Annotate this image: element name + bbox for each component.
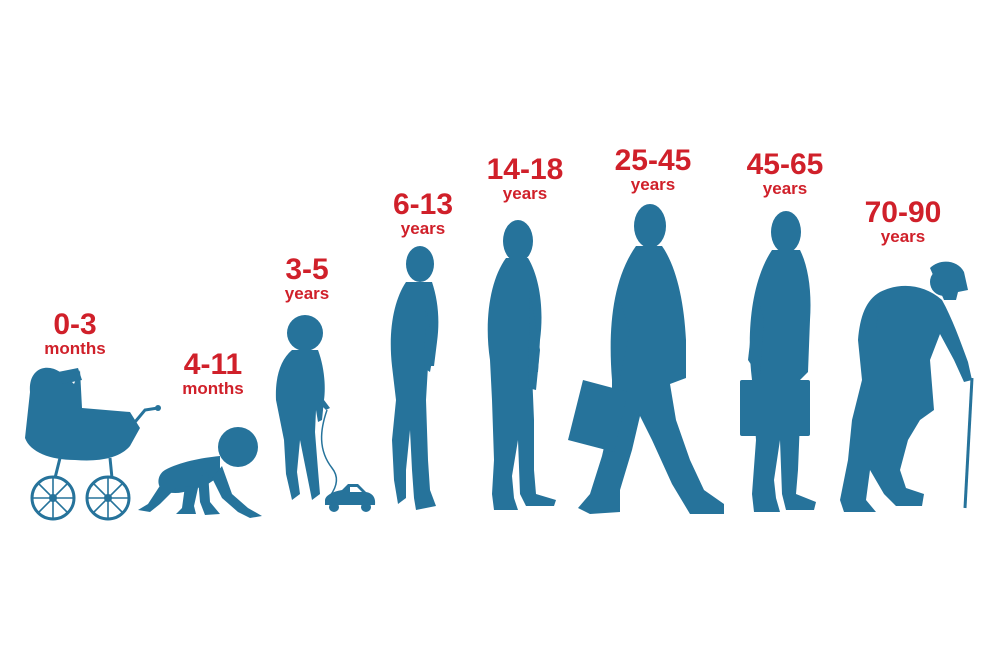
stage-range: 14-18 bbox=[486, 153, 564, 186]
stage-label: 14-18 years bbox=[470, 155, 580, 203]
stage-range: 70-90 bbox=[864, 196, 942, 229]
cane-icon bbox=[963, 377, 974, 509]
stage-label: 45-65 years bbox=[730, 150, 840, 198]
middle-aged-man-icon bbox=[748, 211, 816, 512]
stage-unit: years bbox=[284, 284, 330, 303]
stage-unit: years bbox=[880, 227, 926, 246]
stage-unit: months bbox=[182, 379, 244, 398]
stage-label: 70-90 years bbox=[848, 198, 958, 246]
toddler-icon bbox=[275, 315, 330, 500]
stage-label: 6-13 years bbox=[377, 190, 469, 238]
child-icon bbox=[390, 246, 439, 510]
stage-unit: years bbox=[400, 219, 446, 238]
briefcase-icon-2 bbox=[740, 380, 810, 436]
stage-range: 45-65 bbox=[746, 148, 824, 181]
stage-unit: years bbox=[762, 179, 808, 198]
stage-unit: months bbox=[44, 339, 106, 358]
briefcase-icon bbox=[568, 380, 628, 452]
stage-range: 0-3 bbox=[53, 308, 97, 341]
stage-label: 4-11 months bbox=[172, 350, 254, 398]
stage-range: 4-11 bbox=[183, 348, 243, 381]
toy-car-string bbox=[320, 409, 338, 497]
stage-label: 25-45 years bbox=[598, 146, 708, 194]
crawling-baby-icon bbox=[138, 427, 262, 518]
elderly-man-icon bbox=[840, 261, 972, 512]
stage-label: 3-5 years bbox=[266, 255, 348, 303]
walking-man-icon bbox=[578, 204, 724, 514]
stage-unit: years bbox=[502, 184, 548, 203]
stage-unit: years bbox=[630, 175, 676, 194]
stage-label: 0-3 months bbox=[34, 310, 116, 358]
stage-range: 3-5 bbox=[285, 253, 329, 286]
stage-range: 6-13 bbox=[392, 188, 454, 221]
teenager-icon bbox=[487, 220, 556, 510]
baby-carriage-icon bbox=[25, 367, 161, 521]
stage-range: 25-45 bbox=[614, 144, 692, 177]
toy-car-icon bbox=[325, 484, 376, 512]
